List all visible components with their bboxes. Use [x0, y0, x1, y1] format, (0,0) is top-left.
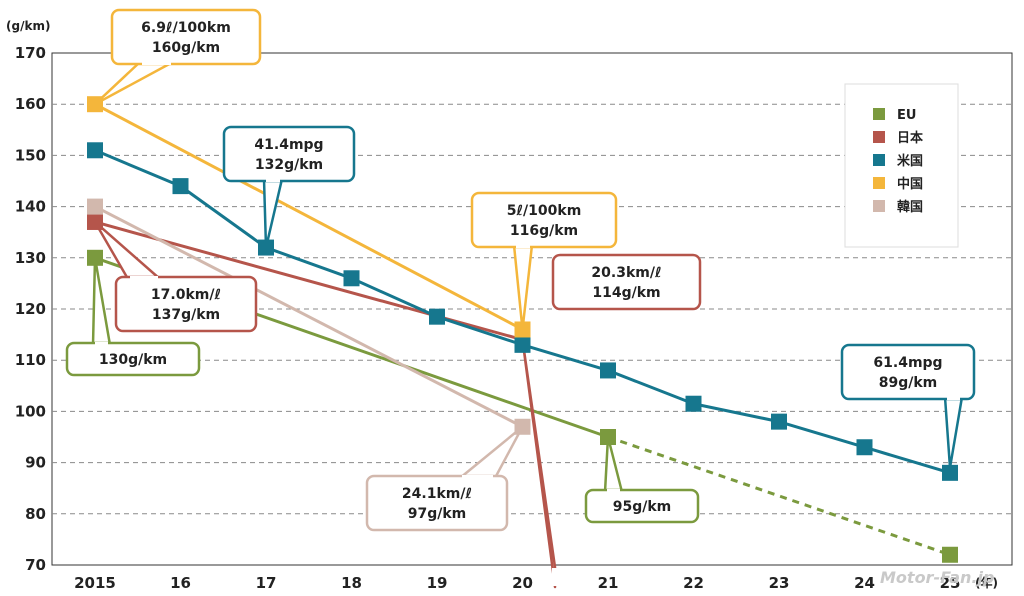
- legend-swatch-0: [873, 108, 885, 120]
- legend-swatch-4: [873, 200, 885, 212]
- callout-box-4: [114, 275, 258, 333]
- marker-2-1: [172, 178, 189, 195]
- y-tick-170: 170: [15, 44, 46, 62]
- x-axis-unit: (年): [975, 575, 998, 590]
- callout-text-3-1: 114g/km: [592, 285, 660, 301]
- callout-seam-6: [462, 475, 493, 480]
- y-tick-160: 160: [15, 95, 46, 113]
- y-tick-120: 120: [15, 300, 46, 318]
- legend-swatch-1: [873, 131, 885, 143]
- callout-box-6: [365, 474, 509, 532]
- y-tick-150: 150: [15, 146, 46, 164]
- x-tick-19: 19: [427, 574, 448, 592]
- callout-text-2-0: 5ℓ/100km: [507, 203, 582, 219]
- marker-1-0: [87, 213, 103, 230]
- callout-seam-2: [516, 243, 530, 248]
- legend-label-1: 日本: [897, 130, 923, 146]
- callout-text-4-1: 137g/km: [152, 307, 220, 323]
- marker-3-1: [514, 321, 531, 338]
- callout-seam-3: [552, 568, 557, 586]
- x-tick-21: 21: [598, 574, 619, 592]
- x-tick-2015: 2015: [74, 574, 116, 592]
- series-projection-0: [607, 435, 951, 557]
- y-tick-140: 140: [15, 198, 46, 216]
- marker-0-2: [942, 546, 958, 563]
- marker-2-8: [771, 413, 787, 430]
- marker-4-0: [87, 198, 103, 215]
- callout-box-3: [551, 253, 702, 311]
- marker-0-0: [87, 249, 103, 266]
- callout-text-8-1: 89g/km: [879, 375, 938, 391]
- x-tick-16: 16: [170, 574, 191, 592]
- callout-seam-1: [266, 177, 280, 182]
- callout-text-0-0: 6.9ℓ/100km: [141, 20, 231, 36]
- callout-seam-7: [607, 489, 620, 494]
- legend-swatch-3: [873, 177, 885, 189]
- legend-swatch-2: [873, 154, 885, 166]
- legend-label-0: EU: [897, 108, 916, 123]
- callout-text-1-1: 132g/km: [255, 157, 323, 173]
- legend-label-4: 韓国: [897, 199, 923, 215]
- marker-3-0: [87, 96, 103, 113]
- marker-4-1: [514, 418, 531, 435]
- marker-2-4: [429, 308, 445, 325]
- axes: 70 80 90 100 110 120 130 140 150 160 170 (g/km) 2015…: [6, 19, 998, 592]
- callout-text-0-1: 160g/km: [152, 40, 220, 56]
- callout-seam-0: [142, 60, 171, 65]
- callout-text-2-1: 116g/km: [510, 223, 578, 239]
- marker-2-2: [258, 239, 274, 256]
- x-tick-18: 18: [341, 574, 362, 592]
- marker-2-9: [856, 439, 873, 456]
- callout-text-8-0: 61.4mpg: [873, 355, 942, 371]
- legend-label-3: 中国: [897, 176, 923, 192]
- callout-box-8: [840, 343, 976, 401]
- marker-2-0: [87, 142, 103, 159]
- callout-text-4-0: 17.0km/ℓ: [151, 287, 221, 303]
- watermark: Motor-Fan.jp: [880, 568, 994, 587]
- marker-2-6: [600, 362, 616, 379]
- y-tick-80: 80: [25, 505, 46, 523]
- legend-box: [844, 83, 959, 248]
- callout-box-1: [222, 125, 356, 183]
- marker-0-1: [600, 429, 616, 445]
- callout-text-6-0: 24.1km/ℓ: [402, 486, 472, 502]
- y-tick-100: 100: [15, 402, 46, 420]
- y-tick-130: 130: [15, 249, 46, 267]
- x-tick-17: 17: [256, 574, 277, 592]
- callout-box-5: [65, 341, 201, 377]
- x-tick-22: 22: [683, 574, 704, 592]
- y-tick-70: 70: [25, 556, 46, 574]
- callout-text-3-0: 20.3km/ℓ: [591, 265, 661, 281]
- x-tick-23: 23: [769, 574, 790, 592]
- x-tick-20: 20: [512, 574, 533, 592]
- callout-box-2: [470, 191, 618, 249]
- marker-2-10: [942, 464, 958, 481]
- series-line-4: [94, 205, 524, 429]
- callout-seam-4: [130, 276, 158, 281]
- y-tick-90: 90: [25, 454, 46, 472]
- x-tick-25: 25: [940, 574, 961, 592]
- callout-text-1-0: 41.4mpg: [254, 137, 323, 153]
- marker-2-5: [514, 336, 531, 353]
- y-tick-110: 110: [15, 351, 46, 369]
- callout-seam-5: [95, 342, 108, 347]
- y-axis-unit: (g/km): [6, 19, 50, 33]
- legend-label-2: 米国: [897, 153, 923, 169]
- x-tick-24: 24: [854, 574, 875, 592]
- callout-seam-8: [947, 395, 960, 400]
- callout-box-7: [584, 488, 700, 524]
- series-line-3: [94, 102, 524, 331]
- series-markers: [87, 96, 958, 563]
- callouts: 6.9ℓ/100km 160g/km 41.4mpg 132g/km 5ℓ/100km 1…: [65, 8, 976, 589]
- marker-2-3: [343, 270, 360, 287]
- callout-text-7-0: 95g/km: [613, 499, 672, 515]
- callout-text-5-0: 130g/km: [99, 352, 167, 368]
- callout-text-6-1: 97g/km: [408, 506, 467, 522]
- callout-box-0: [110, 8, 262, 66]
- marker-2-7: [685, 395, 702, 412]
